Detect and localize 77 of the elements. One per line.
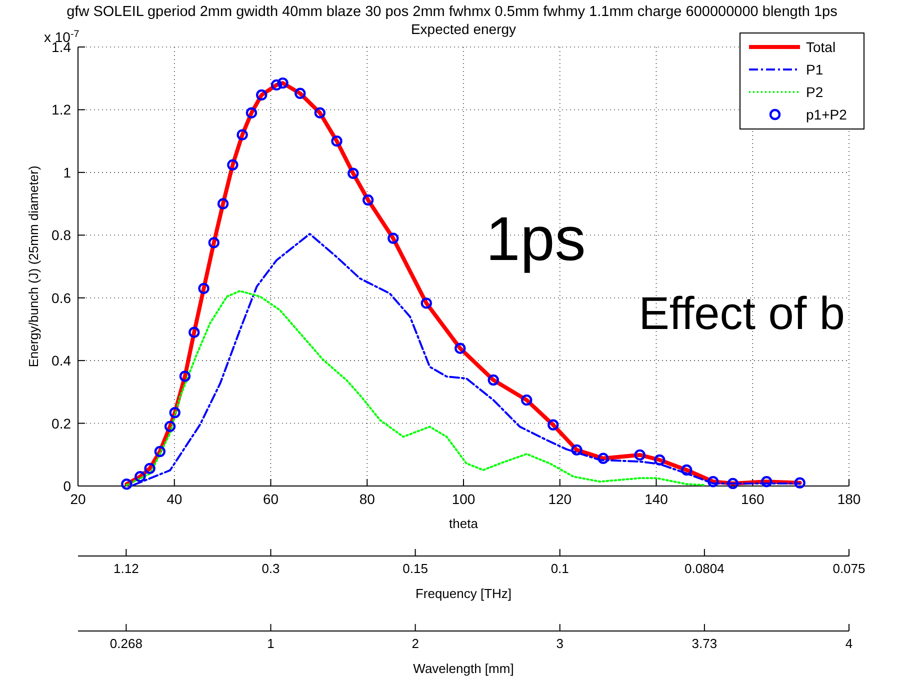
point (227, 159, 238, 171)
category-label: 1 (267, 636, 274, 651)
y-tick-label: 0.4 (52, 352, 72, 369)
point (179, 370, 191, 382)
point (794, 477, 806, 488)
point (188, 326, 200, 338)
category-label: 0.3 (262, 561, 280, 576)
category-label: 0.15 (402, 561, 428, 576)
point (548, 419, 559, 430)
point (217, 198, 229, 210)
point (571, 444, 582, 456)
point (154, 446, 166, 458)
chart-subtitle: Expected energy (410, 21, 516, 37)
x-tick-label: 160 (740, 491, 765, 507)
category-label: 0.0804 (684, 561, 724, 576)
point (198, 282, 210, 294)
point (488, 374, 499, 386)
y-tick-label: 1.2 (52, 102, 72, 118)
point (348, 168, 359, 179)
point (331, 135, 342, 147)
point (314, 107, 326, 118)
annotation: 1ps (486, 205, 586, 274)
point (208, 237, 220, 248)
y-tick-label: 0.8 (52, 227, 72, 244)
x-tick-label: 20 (70, 491, 86, 507)
point (598, 452, 609, 464)
x-tick-label: 60 (262, 491, 279, 507)
category-label: 3.73 (692, 636, 718, 651)
point (654, 454, 666, 466)
legend-label: Total (806, 39, 836, 55)
category-label: 0.075 (832, 561, 866, 576)
point (144, 462, 156, 474)
point (246, 107, 258, 118)
x-tick-label: 40 (166, 491, 182, 507)
y-tick-label: 1 (63, 164, 72, 180)
point (454, 342, 466, 354)
point (134, 470, 146, 482)
chart-title: gfw SOLEIL gperiod 2mm gwidth 40mm blaze 30 pos 2mm fwhmx 0.5mm fwhmy 1.1mm charge 600000000 blength 1ps (66, 4, 838, 20)
point (164, 420, 176, 432)
point (294, 88, 306, 100)
category-label: 0.268 (110, 636, 142, 651)
category-label: 0.1 (550, 561, 569, 576)
category-label: 3 (556, 636, 564, 651)
point (761, 476, 772, 488)
point (236, 129, 248, 140)
category-label: 1.12 (114, 561, 139, 576)
point (634, 449, 646, 461)
point (708, 476, 719, 488)
text: Frequency [THz] (415, 586, 512, 601)
legend-label: P2 (806, 84, 824, 100)
point (121, 478, 132, 490)
point (388, 232, 399, 244)
category-label: 4 (845, 636, 853, 651)
y-tick-label: 0 (63, 478, 72, 494)
x-tick-label: 100 (452, 491, 476, 507)
x-tick-label: 140 (644, 491, 668, 507)
legend-label: P1 (806, 62, 824, 78)
y-tick-label: 0.6 (52, 290, 72, 306)
point (270, 79, 282, 91)
point (420, 298, 432, 309)
legend-label: p1+P2 (806, 106, 848, 122)
point (277, 77, 288, 89)
y-tick-label: 0.2 (52, 415, 72, 432)
x-tick-label: 80 (359, 491, 376, 507)
point (681, 464, 692, 476)
x-tick-label: 180 (837, 491, 861, 507)
annotation: Effect of b (638, 287, 845, 340)
y-axis-title: Energy/bunch (J) (25mm diameter) (26, 166, 41, 368)
point (169, 407, 180, 418)
point (256, 89, 268, 101)
point (727, 478, 738, 490)
x-tick-label: 120 (548, 491, 572, 507)
text: Wavelength [mm] (413, 661, 514, 676)
point (521, 394, 532, 406)
point (362, 194, 374, 206)
x-axis-title: theta (449, 516, 479, 531)
category-label: 2 (412, 636, 419, 651)
